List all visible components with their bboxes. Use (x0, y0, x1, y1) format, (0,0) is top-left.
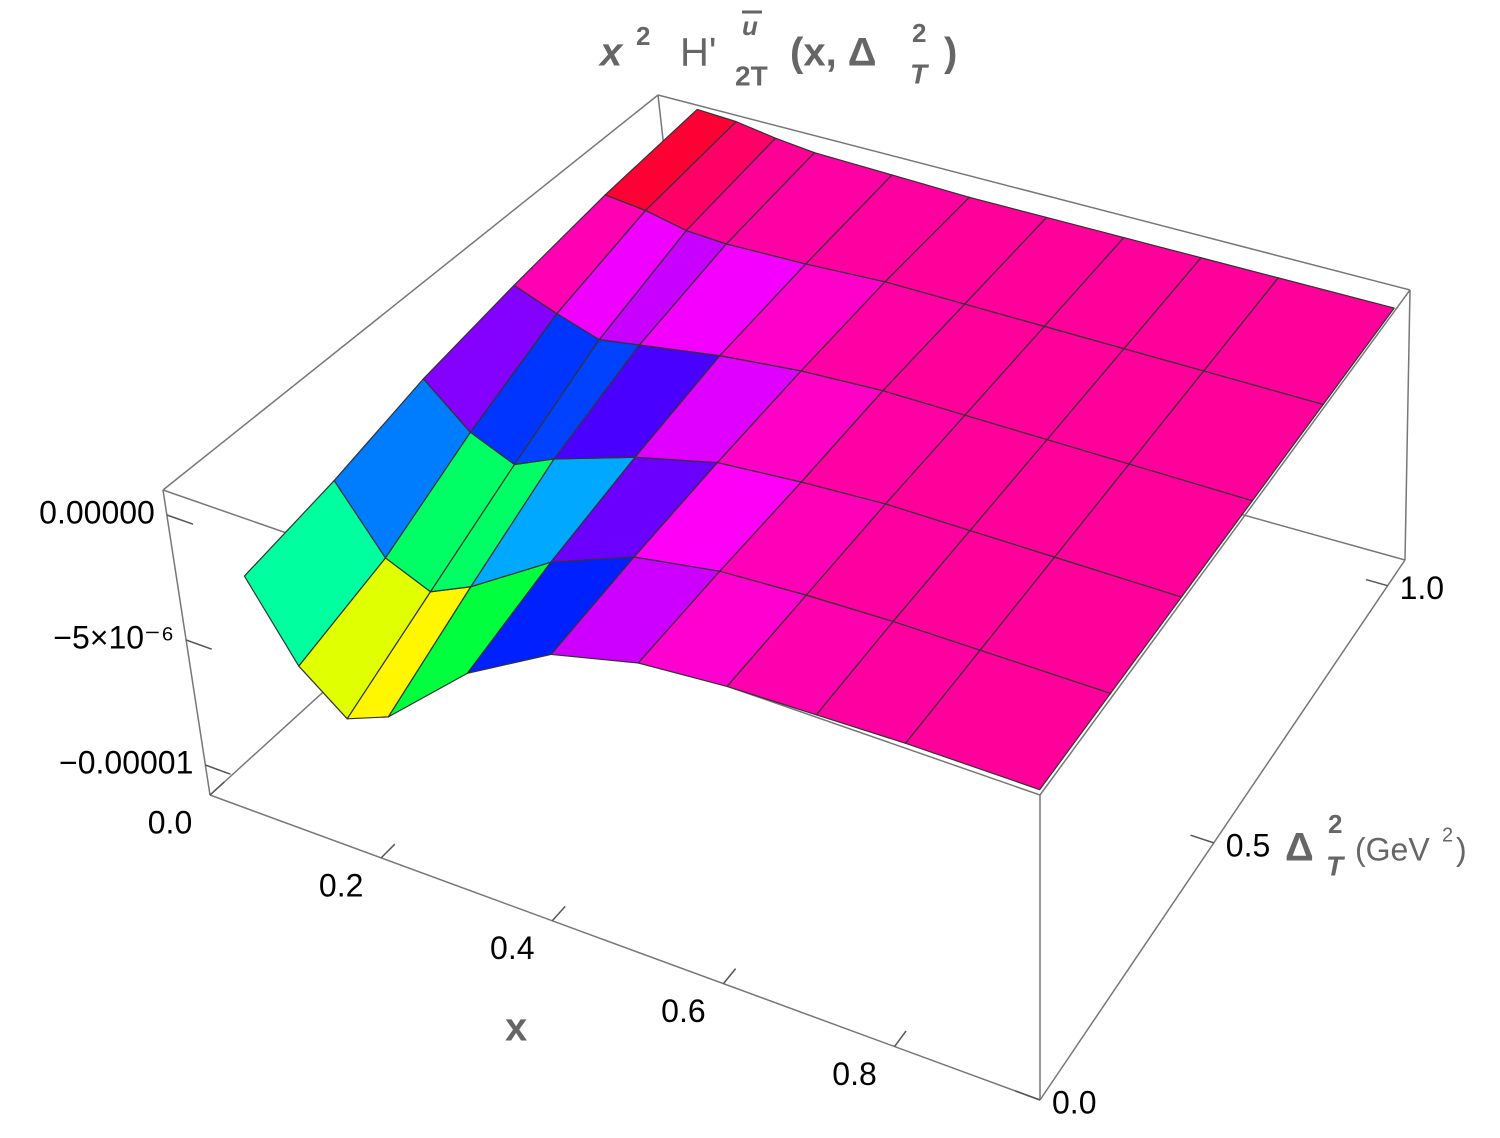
title-part: x (598, 31, 624, 75)
x-tick (209, 781, 225, 796)
title-part: u (742, 11, 758, 41)
x-tick-label: 0.0 (148, 804, 192, 840)
surface-patch (1203, 277, 1395, 406)
x-tick-label: 0.8 (832, 1056, 876, 1092)
z-tick (205, 764, 231, 775)
title-part: (x, Δ (790, 31, 877, 75)
y-axis-label: Δ 2 T (GeV 2 ) (1285, 809, 1467, 882)
z-tick (185, 639, 212, 650)
z-tick (166, 514, 194, 525)
y-tick-label: 0.0 (1052, 1084, 1096, 1120)
x-tick (722, 968, 737, 985)
ylabel-part: T (1326, 850, 1346, 881)
y-tick (1365, 578, 1388, 587)
title-part: T (910, 58, 930, 89)
y-tick-label: 1.0 (1400, 570, 1444, 606)
y-tick (1014, 1090, 1041, 1101)
box-edge (1404, 289, 1411, 561)
z-tick-label: −0.00001 (59, 744, 193, 780)
z-tick-label: 0.00000 (39, 494, 155, 530)
x-tick (893, 1030, 907, 1047)
title-part: ) (944, 31, 957, 75)
box-edge (1039, 289, 1411, 796)
y-tick-label: 0.5 (1226, 827, 1270, 863)
x-tick-label: 0.2 (319, 867, 363, 903)
x-axis-label: x (505, 1006, 527, 1050)
ylabel-part: Δ (1285, 826, 1314, 870)
x-tick-label: 0.6 (661, 993, 705, 1029)
x-tick-label: 0.4 (490, 930, 534, 966)
ylabel-part: 2 (1442, 824, 1453, 846)
chart-title: x 2 H' u 2T (x, Δ 2 T ) (598, 10, 957, 91)
x-tick (551, 905, 566, 922)
ylabel-part: (GeV (1355, 831, 1430, 867)
box-edge (657, 94, 1411, 291)
title-part: 2 (912, 18, 926, 48)
box-edge (162, 94, 659, 491)
surface (243, 108, 1395, 791)
x-tick (380, 843, 396, 859)
box-edge (1039, 559, 1406, 1101)
y-tick (1190, 834, 1215, 844)
title-part: 2 (636, 21, 650, 51)
title-part: H' (680, 31, 717, 75)
ylabel-part: ) (1456, 831, 1467, 867)
box-edge (162, 489, 211, 796)
box-edge (209, 794, 1041, 1101)
ylabel-part: 2 (1328, 809, 1342, 839)
z-tick-label: −5×10⁻⁶ (53, 619, 174, 655)
title-part: 2T (735, 60, 768, 91)
